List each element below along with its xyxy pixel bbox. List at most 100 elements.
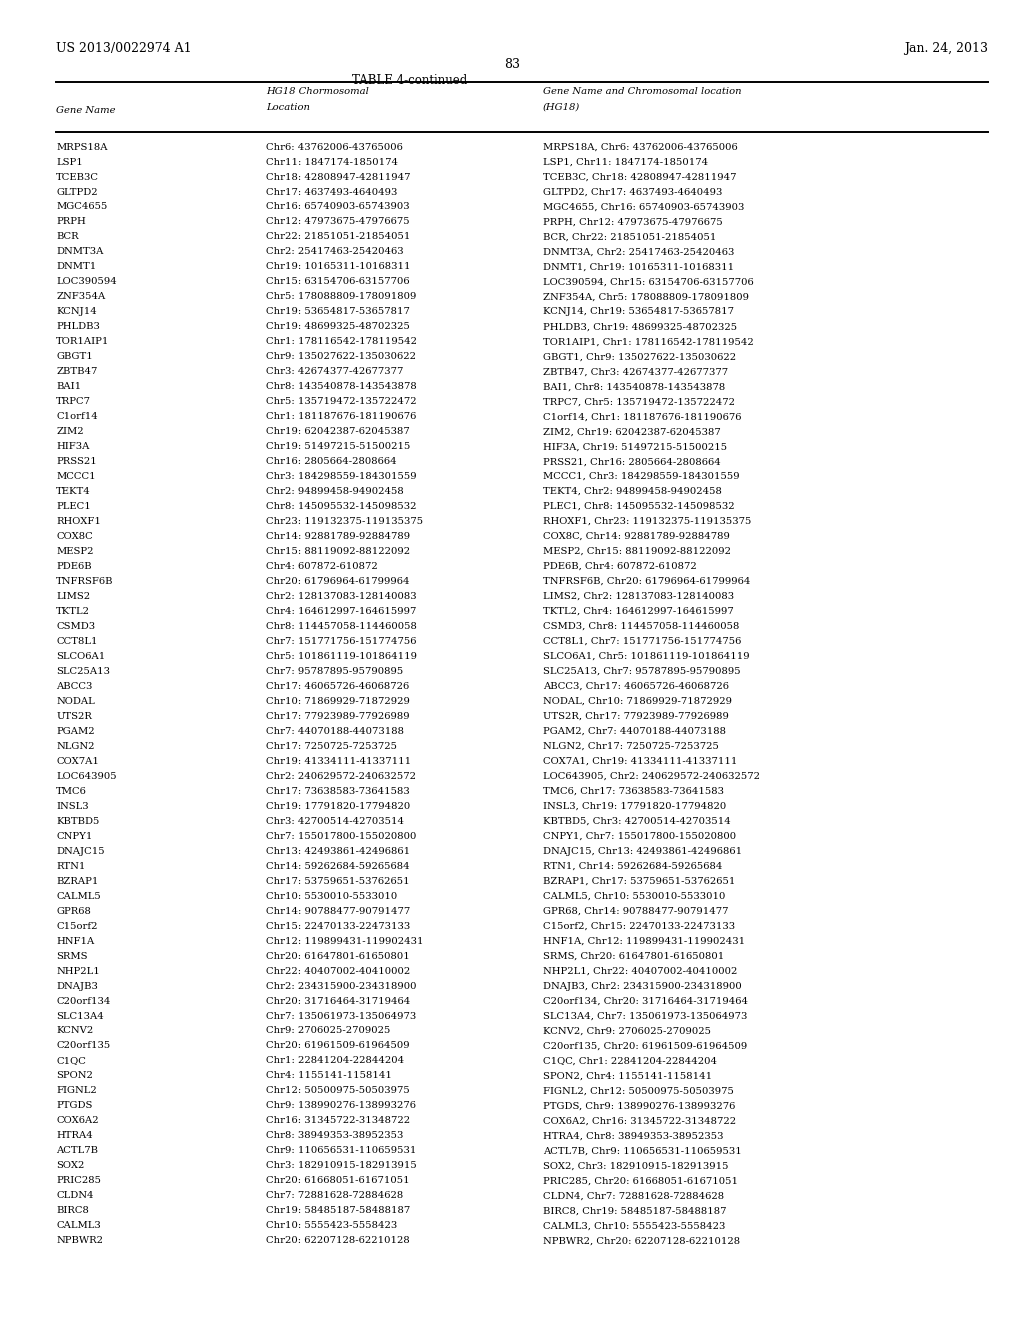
Text: SOX2, Chr3: 182910915-182913915: SOX2, Chr3: 182910915-182913915 — [543, 1162, 728, 1171]
Text: ZIM2, Chr19: 62042387-62045387: ZIM2, Chr19: 62042387-62045387 — [543, 428, 721, 436]
Text: ABCC3, Chr17: 46065726-46068726: ABCC3, Chr17: 46065726-46068726 — [543, 682, 729, 690]
Text: Chr20: 61647801-61650801: Chr20: 61647801-61650801 — [266, 952, 410, 961]
Text: CLDN4: CLDN4 — [56, 1192, 94, 1200]
Text: TRPC7, Chr5: 135719472-135722472: TRPC7, Chr5: 135719472-135722472 — [543, 397, 735, 407]
Text: TMC6: TMC6 — [56, 787, 87, 796]
Text: TCEB3C, Chr18: 42808947-42811947: TCEB3C, Chr18: 42808947-42811947 — [543, 173, 736, 182]
Text: TOR1AIP1: TOR1AIP1 — [56, 338, 110, 346]
Text: PLEC1, Chr8: 145095532-145098532: PLEC1, Chr8: 145095532-145098532 — [543, 502, 734, 511]
Text: Chr1: 178116542-178119542: Chr1: 178116542-178119542 — [266, 338, 417, 346]
Text: Chr1: 22841204-22844204: Chr1: 22841204-22844204 — [266, 1056, 404, 1065]
Text: C20orf135, Chr20: 61961509-61964509: C20orf135, Chr20: 61961509-61964509 — [543, 1041, 746, 1051]
Text: LOC390594, Chr15: 63154706-63157706: LOC390594, Chr15: 63154706-63157706 — [543, 277, 754, 286]
Text: LOC643905: LOC643905 — [56, 772, 117, 781]
Text: TCEB3C: TCEB3C — [56, 173, 99, 182]
Text: CALML3, Chr10: 5555423-5558423: CALML3, Chr10: 5555423-5558423 — [543, 1221, 725, 1230]
Text: 83: 83 — [504, 58, 520, 71]
Text: Chr7: 151771756-151774756: Chr7: 151771756-151774756 — [266, 638, 417, 645]
Text: Chr9: 138990276-138993276: Chr9: 138990276-138993276 — [266, 1101, 416, 1110]
Text: (HG18): (HG18) — [543, 103, 580, 112]
Text: C15orf2, Chr15: 22470133-22473133: C15orf2, Chr15: 22470133-22473133 — [543, 921, 735, 931]
Text: ZBTB47: ZBTB47 — [56, 367, 97, 376]
Text: Chr4: 1155141-1158141: Chr4: 1155141-1158141 — [266, 1072, 392, 1081]
Text: DNAJB3: DNAJB3 — [56, 982, 98, 990]
Text: Chr7: 44070188-44073188: Chr7: 44070188-44073188 — [266, 727, 404, 735]
Text: BIRC8: BIRC8 — [56, 1206, 89, 1216]
Text: C1orf14, Chr1: 181187676-181190676: C1orf14, Chr1: 181187676-181190676 — [543, 412, 741, 421]
Text: NHP2L1, Chr22: 40407002-40410002: NHP2L1, Chr22: 40407002-40410002 — [543, 966, 737, 975]
Text: CNPY1: CNPY1 — [56, 832, 93, 841]
Text: RHOXF1, Chr23: 119132375-119135375: RHOXF1, Chr23: 119132375-119135375 — [543, 517, 751, 527]
Text: TEKT4: TEKT4 — [56, 487, 91, 496]
Text: UTS2R: UTS2R — [56, 711, 92, 721]
Text: C20orf135: C20orf135 — [56, 1041, 111, 1051]
Text: COX7A1, Chr19: 41334111-41337111: COX7A1, Chr19: 41334111-41337111 — [543, 756, 737, 766]
Text: BIRC8, Chr19: 58485187-58488187: BIRC8, Chr19: 58485187-58488187 — [543, 1206, 726, 1216]
Text: SLCO6A1, Chr5: 101861119-101864119: SLCO6A1, Chr5: 101861119-101864119 — [543, 652, 750, 661]
Text: Chr14: 59262684-59265684: Chr14: 59262684-59265684 — [266, 862, 410, 871]
Text: Chr19: 17791820-17794820: Chr19: 17791820-17794820 — [266, 801, 411, 810]
Text: SPON2, Chr4: 1155141-1158141: SPON2, Chr4: 1155141-1158141 — [543, 1072, 712, 1081]
Text: NPBWR2: NPBWR2 — [56, 1237, 103, 1245]
Text: Chr10: 5530010-5533010: Chr10: 5530010-5533010 — [266, 892, 397, 900]
Text: C1orf14: C1orf14 — [56, 412, 98, 421]
Text: FIGNL2, Chr12: 50500975-50503975: FIGNL2, Chr12: 50500975-50503975 — [543, 1086, 733, 1096]
Text: ZNF354A, Chr5: 178088809-178091809: ZNF354A, Chr5: 178088809-178091809 — [543, 293, 749, 301]
Text: Chr17: 7250725-7253725: Chr17: 7250725-7253725 — [266, 742, 397, 751]
Text: DNAJC15: DNAJC15 — [56, 846, 104, 855]
Text: TNFRSF6B: TNFRSF6B — [56, 577, 114, 586]
Text: COX6A2: COX6A2 — [56, 1117, 99, 1126]
Text: KCNV2, Chr9: 2706025-2709025: KCNV2, Chr9: 2706025-2709025 — [543, 1027, 711, 1035]
Text: MCCC1, Chr3: 184298559-184301559: MCCC1, Chr3: 184298559-184301559 — [543, 473, 739, 482]
Text: MRPS18A, Chr6: 43762006-43765006: MRPS18A, Chr6: 43762006-43765006 — [543, 143, 737, 152]
Text: HIF3A, Chr19: 51497215-51500215: HIF3A, Chr19: 51497215-51500215 — [543, 442, 727, 451]
Text: PGAM2: PGAM2 — [56, 727, 95, 735]
Text: NODAL, Chr10: 71869929-71872929: NODAL, Chr10: 71869929-71872929 — [543, 697, 732, 706]
Text: INSL3: INSL3 — [56, 801, 89, 810]
Text: Chr17: 4637493-4640493: Chr17: 4637493-4640493 — [266, 187, 397, 197]
Text: FIGNL2: FIGNL2 — [56, 1086, 97, 1096]
Text: MRPS18A: MRPS18A — [56, 143, 108, 152]
Text: Chr20: 61668051-61671051: Chr20: 61668051-61671051 — [266, 1176, 410, 1185]
Text: TOR1AIP1, Chr1: 178116542-178119542: TOR1AIP1, Chr1: 178116542-178119542 — [543, 338, 754, 346]
Text: LIMS2: LIMS2 — [56, 591, 90, 601]
Text: NODAL: NODAL — [56, 697, 95, 706]
Text: C20orf134: C20orf134 — [56, 997, 111, 1006]
Text: Gene Name and Chromosomal location: Gene Name and Chromosomal location — [543, 87, 741, 96]
Text: Chr19: 53654817-53657817: Chr19: 53654817-53657817 — [266, 308, 411, 317]
Text: UTS2R, Chr17: 77923989-77926989: UTS2R, Chr17: 77923989-77926989 — [543, 711, 729, 721]
Text: CCT8L1: CCT8L1 — [56, 638, 98, 645]
Text: Chr7: 95787895-95790895: Chr7: 95787895-95790895 — [266, 667, 403, 676]
Text: SLC25A13: SLC25A13 — [56, 667, 111, 676]
Text: Chr17: 77923989-77926989: Chr17: 77923989-77926989 — [266, 711, 410, 721]
Text: Chr5: 178088809-178091809: Chr5: 178088809-178091809 — [266, 293, 417, 301]
Text: Chr20: 62207128-62210128: Chr20: 62207128-62210128 — [266, 1237, 410, 1245]
Text: Chr3: 184298559-184301559: Chr3: 184298559-184301559 — [266, 473, 417, 482]
Text: SOX2: SOX2 — [56, 1162, 85, 1171]
Text: KBTBD5, Chr3: 42700514-42703514: KBTBD5, Chr3: 42700514-42703514 — [543, 817, 730, 826]
Text: CSMD3: CSMD3 — [56, 622, 95, 631]
Text: INSL3, Chr19: 17791820-17794820: INSL3, Chr19: 17791820-17794820 — [543, 801, 726, 810]
Text: PDE6B: PDE6B — [56, 562, 92, 572]
Text: ZBTB47, Chr3: 42674377-42677377: ZBTB47, Chr3: 42674377-42677377 — [543, 367, 728, 376]
Text: Chr9: 110656531-110659531: Chr9: 110656531-110659531 — [266, 1146, 417, 1155]
Text: MESP2: MESP2 — [56, 546, 94, 556]
Text: Chr6: 43762006-43765006: Chr6: 43762006-43765006 — [266, 143, 403, 152]
Text: Chr16: 2805664-2808664: Chr16: 2805664-2808664 — [266, 457, 397, 466]
Text: Chr9: 135027622-135030622: Chr9: 135027622-135030622 — [266, 352, 416, 362]
Text: LSP1: LSP1 — [56, 157, 83, 166]
Text: Chr2: 25417463-25420463: Chr2: 25417463-25420463 — [266, 247, 403, 256]
Text: Chr15: 22470133-22473133: Chr15: 22470133-22473133 — [266, 921, 411, 931]
Text: BZRAP1, Chr17: 53759651-53762651: BZRAP1, Chr17: 53759651-53762651 — [543, 876, 735, 886]
Text: BAI1: BAI1 — [56, 383, 82, 391]
Text: Chr23: 119132375-119135375: Chr23: 119132375-119135375 — [266, 517, 423, 527]
Text: COX8C: COX8C — [56, 532, 93, 541]
Text: Chr15: 63154706-63157706: Chr15: 63154706-63157706 — [266, 277, 410, 286]
Text: Chr3: 42700514-42703514: Chr3: 42700514-42703514 — [266, 817, 404, 826]
Text: Chr9: 2706025-2709025: Chr9: 2706025-2709025 — [266, 1027, 390, 1035]
Text: GBGT1: GBGT1 — [56, 352, 93, 362]
Text: Chr17: 53759651-53762651: Chr17: 53759651-53762651 — [266, 876, 410, 886]
Text: HIF3A: HIF3A — [56, 442, 90, 451]
Text: MGC4655: MGC4655 — [56, 202, 108, 211]
Text: HNF1A: HNF1A — [56, 937, 94, 945]
